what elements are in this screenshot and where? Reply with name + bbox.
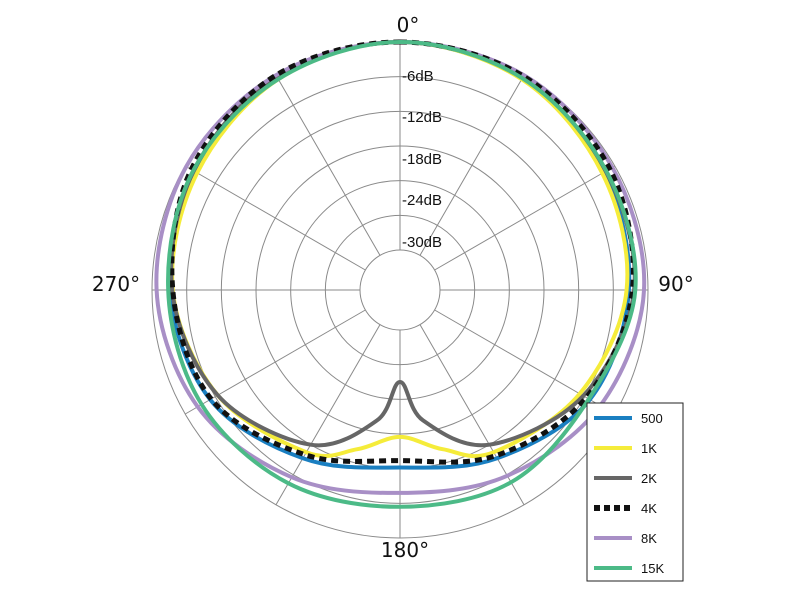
ring-label-18db: -18dB — [402, 151, 442, 168]
angle-label-270: 270° — [92, 272, 140, 296]
ring-label-12db: -12dB — [402, 109, 442, 126]
ring-label-24db: -24dB — [402, 192, 442, 209]
legend: 500 1K 2K 4K 8K 15K — [586, 402, 684, 582]
legend-label-500: 500 — [641, 411, 663, 426]
grid-ring-inner — [359, 249, 441, 331]
polar-grid — [151, 41, 649, 539]
ring-label-30db: -30dB — [402, 234, 442, 251]
series-curve-8k — [154, 40, 647, 495]
angle-labels: 0° 90° 180° 270° — [92, 13, 694, 562]
legend-label-1k: 1K — [641, 441, 657, 456]
legend-box — [586, 402, 684, 582]
ring-label-6db: -6dB — [402, 68, 434, 85]
angle-label-180: 180° — [381, 538, 429, 562]
ring-labels: -6dB -12dB -18dB -24dB -30dB — [402, 68, 442, 251]
legend-label-15k: 15K — [641, 561, 664, 576]
legend-label-2k: 2K — [641, 471, 657, 486]
grid-ring — [324, 214, 476, 366]
grid-ring — [290, 180, 510, 400]
series-curve-15k — [166, 39, 638, 509]
grid-ring — [186, 76, 614, 504]
series-curve-1k — [170, 40, 630, 459]
grid-ring — [255, 145, 545, 435]
series-curve-4k — [169, 39, 636, 465]
legend-label-4k: 4K — [641, 501, 657, 516]
angle-label-0: 0° — [397, 13, 420, 37]
angle-label-90: 90° — [658, 272, 693, 296]
polar-curves — [154, 39, 647, 509]
legend-label-8k: 8K — [641, 531, 657, 546]
